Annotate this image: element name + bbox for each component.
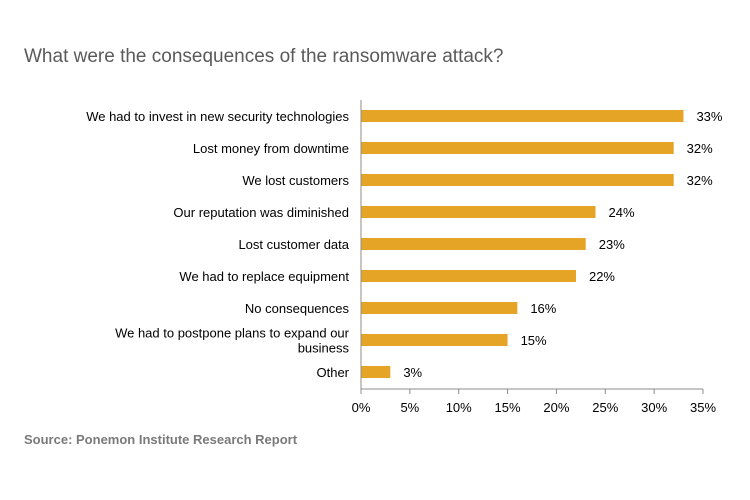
bar — [361, 302, 518, 314]
category-label-line: Our reputation was diminished — [173, 205, 349, 220]
category-label-line: Other — [316, 365, 349, 380]
category-label-line: We had to replace equipment — [179, 269, 349, 284]
category-label-line: Lost money from downtime — [193, 141, 349, 156]
value-labels-group: 33% 32% 32% 24% 23% 22% 16% 15% 3% — [403, 109, 723, 380]
category-label-line: We had to postpone plans to expand our — [115, 326, 350, 341]
bar — [361, 206, 596, 218]
x-tick-label: 0% — [352, 400, 371, 415]
x-tick-label: 35% — [690, 400, 716, 415]
category-label: We had to invest in new security technol… — [86, 109, 349, 124]
category-label: We lost customers — [242, 173, 349, 188]
bar — [361, 238, 586, 250]
category-label-line: No consequences — [245, 301, 350, 316]
category-label-line: business — [298, 341, 350, 356]
value-label: 32% — [687, 141, 713, 156]
chart-title: What were the consequences of the ransom… — [24, 46, 504, 67]
bar — [361, 334, 508, 346]
source-note: Source: Ponemon Institute Research Repor… — [24, 432, 298, 447]
value-label: 32% — [687, 173, 713, 188]
category-label: No consequences — [245, 301, 350, 316]
x-tick-label: 5% — [400, 400, 419, 415]
category-label: We had to postpone plans to expand our bu… — [115, 326, 350, 356]
category-label: Our reputation was diminished — [173, 205, 349, 220]
value-label: 3% — [403, 365, 422, 380]
x-tick-label: 15% — [495, 400, 521, 415]
bar — [361, 174, 674, 186]
category-label: Lost money from downtime — [193, 141, 349, 156]
value-label: 22% — [589, 269, 615, 284]
value-label: 15% — [521, 333, 547, 348]
category-label: Lost customer data — [238, 237, 349, 252]
value-label: 24% — [609, 205, 635, 220]
x-tick-label: 30% — [641, 400, 667, 415]
category-label: We had to replace equipment — [179, 269, 349, 284]
value-label: 16% — [530, 301, 556, 316]
category-labels-group: We had to invest in new security technol… — [86, 109, 350, 380]
category-label-line: We lost customers — [242, 173, 349, 188]
bar — [361, 366, 391, 378]
bar — [361, 142, 674, 154]
category-label-line: Lost customer data — [238, 237, 349, 252]
x-tick-label: 25% — [592, 400, 618, 415]
value-label: 33% — [696, 109, 722, 124]
bars-group — [361, 110, 684, 378]
axes-group: 0% 5% 10% 15% 20% 25% 30% 35% — [352, 100, 716, 415]
category-label-line: We had to invest in new security technol… — [86, 109, 349, 124]
value-label: 23% — [599, 237, 625, 252]
category-label: Other — [316, 365, 349, 380]
bar — [361, 270, 576, 282]
x-tick-label: 20% — [543, 400, 569, 415]
bar — [361, 110, 684, 122]
x-tick-label: 10% — [446, 400, 472, 415]
